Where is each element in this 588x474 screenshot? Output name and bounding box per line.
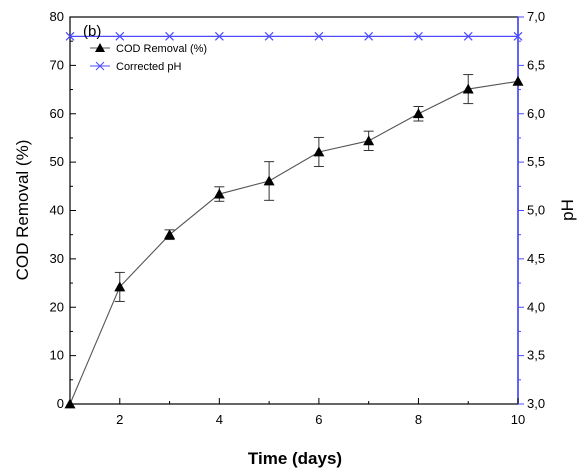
ph-point <box>414 31 423 41</box>
x-tick-label: 2 <box>116 412 123 427</box>
cod-point <box>114 281 126 292</box>
y2-tick-label: 6,5 <box>527 57 545 72</box>
ph-point <box>314 31 324 41</box>
y-axis-left: 0 10 20 30 40 50 60 70 80 <box>50 9 76 411</box>
ph-point <box>463 31 473 41</box>
ph-point-stroke <box>414 31 423 41</box>
y-tick-label: 80 <box>50 9 64 24</box>
x-tick-label: 6 <box>315 412 322 427</box>
ph-point-stroke <box>165 31 174 41</box>
y2-tick-label: 5,5 <box>527 154 545 169</box>
ph-point-stroke <box>214 31 224 41</box>
x-tick-label: 10 <box>511 412 525 427</box>
ph-point <box>214 31 224 41</box>
y2-tick-label: 3,0 <box>527 396 545 411</box>
y2-tick-label: 5,0 <box>527 203 545 218</box>
cod-point <box>512 75 524 86</box>
ph-point <box>364 31 374 41</box>
ph-point <box>513 31 523 41</box>
y-axis-right: 3,0 3,5 4,0 4,5 5,0 5,5 6,0 6,5 7,0 <box>518 9 545 411</box>
y-axis-label: COD Removal (%) <box>13 140 32 281</box>
legend-ph-marker <box>95 61 105 71</box>
legend-ph-label: Corrected pH <box>116 61 181 73</box>
cod-point <box>412 108 424 119</box>
y-tick-label: 40 <box>50 203 64 218</box>
y-tick-label: 70 <box>50 57 64 72</box>
cod-point <box>363 135 375 146</box>
y2-tick-label: 3,5 <box>527 348 545 363</box>
y2-axis-label: pH <box>558 199 577 221</box>
cod-point <box>64 398 76 409</box>
legend: COD Removal (%) Corrected pH <box>90 43 207 73</box>
x-tick-label: 8 <box>415 412 422 427</box>
y2-tick-label: 4,0 <box>527 299 545 314</box>
y-tick-label: 30 <box>50 251 64 266</box>
ph-point-stroke <box>264 31 274 41</box>
ph-point <box>65 31 75 41</box>
y-tick-label: 10 <box>50 348 64 363</box>
y2-tick-label: 4,5 <box>527 251 545 266</box>
y-tick-label: 50 <box>50 154 64 169</box>
panel-label: (b) <box>83 23 101 40</box>
cod-series-line <box>69 80 519 405</box>
cod-point <box>263 175 275 186</box>
x-tick-label: 4 <box>216 412 223 427</box>
y-tick-label: 60 <box>50 106 64 121</box>
y-tick-label: 0 <box>57 396 64 411</box>
ph-point-stroke <box>115 31 125 41</box>
legend-cod-label: COD Removal (%) <box>116 43 207 55</box>
ph-point <box>264 31 274 41</box>
x-axis-label: Time (days) <box>248 449 342 468</box>
ph-point-stroke <box>364 31 374 41</box>
cod-point <box>313 146 325 157</box>
y-tick-label: 20 <box>50 299 64 314</box>
legend-cod-marker <box>95 43 105 52</box>
y2-tick-label: 6,0 <box>527 106 545 121</box>
ph-point <box>115 31 125 41</box>
ph-point-stroke <box>65 31 75 41</box>
ph-point-stroke <box>314 31 324 41</box>
series-layer <box>64 31 524 409</box>
cod-point <box>164 229 176 240</box>
ph-point <box>165 31 174 41</box>
ph-point-stroke <box>463 31 473 41</box>
cod-point <box>462 83 474 94</box>
y2-tick-label: 7,0 <box>527 9 545 24</box>
cod-point <box>213 188 225 199</box>
ph-point-stroke <box>513 31 523 41</box>
